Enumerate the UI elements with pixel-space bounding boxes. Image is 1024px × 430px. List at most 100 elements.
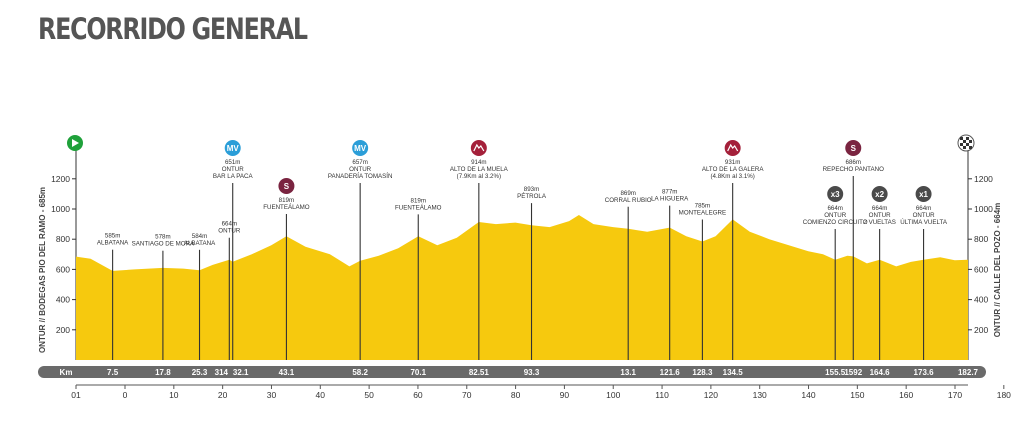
waypoint-name: ALBATANA	[97, 240, 129, 247]
km-ruler-label: 20	[218, 390, 228, 400]
km-mark: 1592	[844, 368, 862, 377]
y-tick-label-right: 400	[974, 295, 988, 305]
y-tick-label-right: 1200	[974, 174, 993, 184]
km-ruler-label: 100	[606, 390, 620, 400]
lap-badge	[915, 186, 932, 202]
waypoint-name: ONTUR	[222, 166, 245, 173]
checker-cell	[969, 140, 972, 143]
waypoint-subname: COMIENZO CIRCUITO	[803, 219, 868, 226]
waypoint-elevation: 869m	[620, 190, 635, 197]
km-ruler-label: 140	[801, 390, 815, 400]
km-mark: 43.1	[279, 368, 295, 377]
waypoint-elevation: 584m	[192, 233, 207, 240]
km-mark: 25.3	[192, 368, 208, 377]
badge-label: MV	[354, 144, 367, 153]
waypoint-name: ONTUR	[349, 166, 372, 173]
waypoint-name: ONTUR	[869, 212, 892, 219]
km-mark: 155.5	[825, 368, 846, 377]
mv-badge	[224, 140, 241, 156]
waypoint-elevation: 819m	[279, 197, 294, 204]
waypoint-elevation: 578m	[155, 234, 170, 241]
waypoint-name: CORRAL RUBIO	[605, 197, 652, 204]
waypoint-name: MONTEALEGRE	[679, 209, 726, 216]
waypoint-name: ONTUR	[824, 212, 847, 219]
waypoint-elevation: 664m	[222, 221, 237, 228]
waypoint-subname: ÚLTIMA VUELTA	[900, 219, 948, 226]
km-ruler-label: 90	[560, 390, 570, 400]
km-ruler-label: 80	[511, 390, 521, 400]
km-ruler-label: 180	[997, 390, 1011, 400]
km-ruler-label: 70	[462, 390, 472, 400]
checker-cell	[960, 143, 963, 146]
waypoint-subname: (4.8Km al 3.1%)	[710, 173, 754, 180]
y-tick-label-left: 800	[56, 234, 70, 244]
km-mark: 164.6	[870, 368, 891, 377]
left-axis-label: ONTUR // BODEGAS PIO DEL RAMO - 685m	[38, 187, 47, 353]
waypoint-subname: PANADERÍA TOMASÍN	[328, 173, 393, 180]
waypoint-subname: 2 VUELTAS	[863, 219, 895, 226]
km-ruler-label: 10	[169, 390, 179, 400]
km-ruler-label: 130	[753, 390, 767, 400]
km-mark: 134.5	[723, 368, 744, 377]
checker-cell	[963, 140, 966, 143]
waypoint-elevation: 651m	[225, 159, 240, 166]
page-title: RECORRIDO GENERAL	[38, 12, 308, 46]
badge-label: x3	[831, 190, 840, 199]
waypoint-name: FUENTEÁLAMO	[395, 204, 442, 211]
waypoint-elevation: 785m	[695, 202, 710, 209]
waypoint-elevation: 664m	[827, 205, 842, 212]
badge-label: S	[851, 144, 857, 153]
checker-cell	[960, 137, 963, 140]
waypoint-name: REPECHO PANTANO	[823, 166, 884, 173]
waypoint-elevation: 914m	[471, 159, 486, 166]
waypoint-elevation: 819m	[411, 197, 426, 204]
km-mark: 121.6	[660, 368, 681, 377]
km-mark: 173.6	[914, 368, 935, 377]
mv-badge	[352, 140, 369, 156]
waypoint-elevation: 657m	[352, 159, 367, 166]
y-tick-label-left: 400	[56, 295, 70, 305]
km-ruler-label: 110	[655, 390, 669, 400]
y-tick-label-left: 200	[56, 325, 70, 335]
waypoint-subname: BAR LA PACA	[213, 173, 254, 180]
waypoint-name: SANTIAGO DE MORA	[132, 241, 195, 248]
km-mark: 182.7	[958, 368, 979, 377]
km-ruler-label: 150	[850, 390, 864, 400]
checker-cell	[966, 137, 969, 140]
y-tick-label-right: 200	[974, 325, 988, 335]
y-tick-label-left: 1000	[51, 204, 70, 214]
y-tick-label-right: 1000	[974, 204, 993, 214]
badge-label: x1	[919, 190, 928, 199]
badge-label: x2	[875, 190, 884, 199]
km-ruler-label: 160	[899, 390, 913, 400]
km-mark: 32.1	[233, 368, 249, 377]
mountain-icon	[727, 143, 739, 152]
km-mark: 128.3	[692, 368, 713, 377]
km-bar-title: Km	[60, 368, 73, 377]
badge-label: S	[284, 182, 290, 191]
badge-label: MV	[227, 144, 240, 153]
km-mark: 13.1	[620, 368, 636, 377]
elevation-area	[76, 215, 968, 360]
km-ruler-label: 30	[267, 390, 277, 400]
waypoint-elevation: 664m	[872, 205, 887, 212]
waypoint-name: LA HIGUERA	[651, 196, 689, 203]
waypoint-name: ALTO DE LA GALERA	[702, 166, 765, 173]
waypoint-name: ONTUR	[913, 212, 936, 219]
checker-cell	[966, 143, 969, 146]
waypoint-name: PÉTROLA	[517, 193, 547, 200]
km-mark: 314	[215, 368, 229, 377]
km-mark: 93.3	[524, 368, 540, 377]
y-tick-label-left: 1200	[51, 174, 70, 184]
waypoint-elevation: 931m	[725, 159, 740, 166]
km-ruler-label: 01	[71, 390, 81, 400]
waypoint-elevation: 664m	[916, 205, 931, 212]
y-tick-label-right: 600	[974, 264, 988, 274]
sprint-badge	[278, 178, 295, 194]
waypoint-elevation: 585m	[105, 233, 120, 240]
waypoint-name: FUENTEÁLAMO	[263, 204, 310, 211]
checker-cell	[963, 146, 966, 149]
km-ruler-label: 120	[704, 390, 718, 400]
km-ruler-label: 0	[123, 390, 128, 400]
